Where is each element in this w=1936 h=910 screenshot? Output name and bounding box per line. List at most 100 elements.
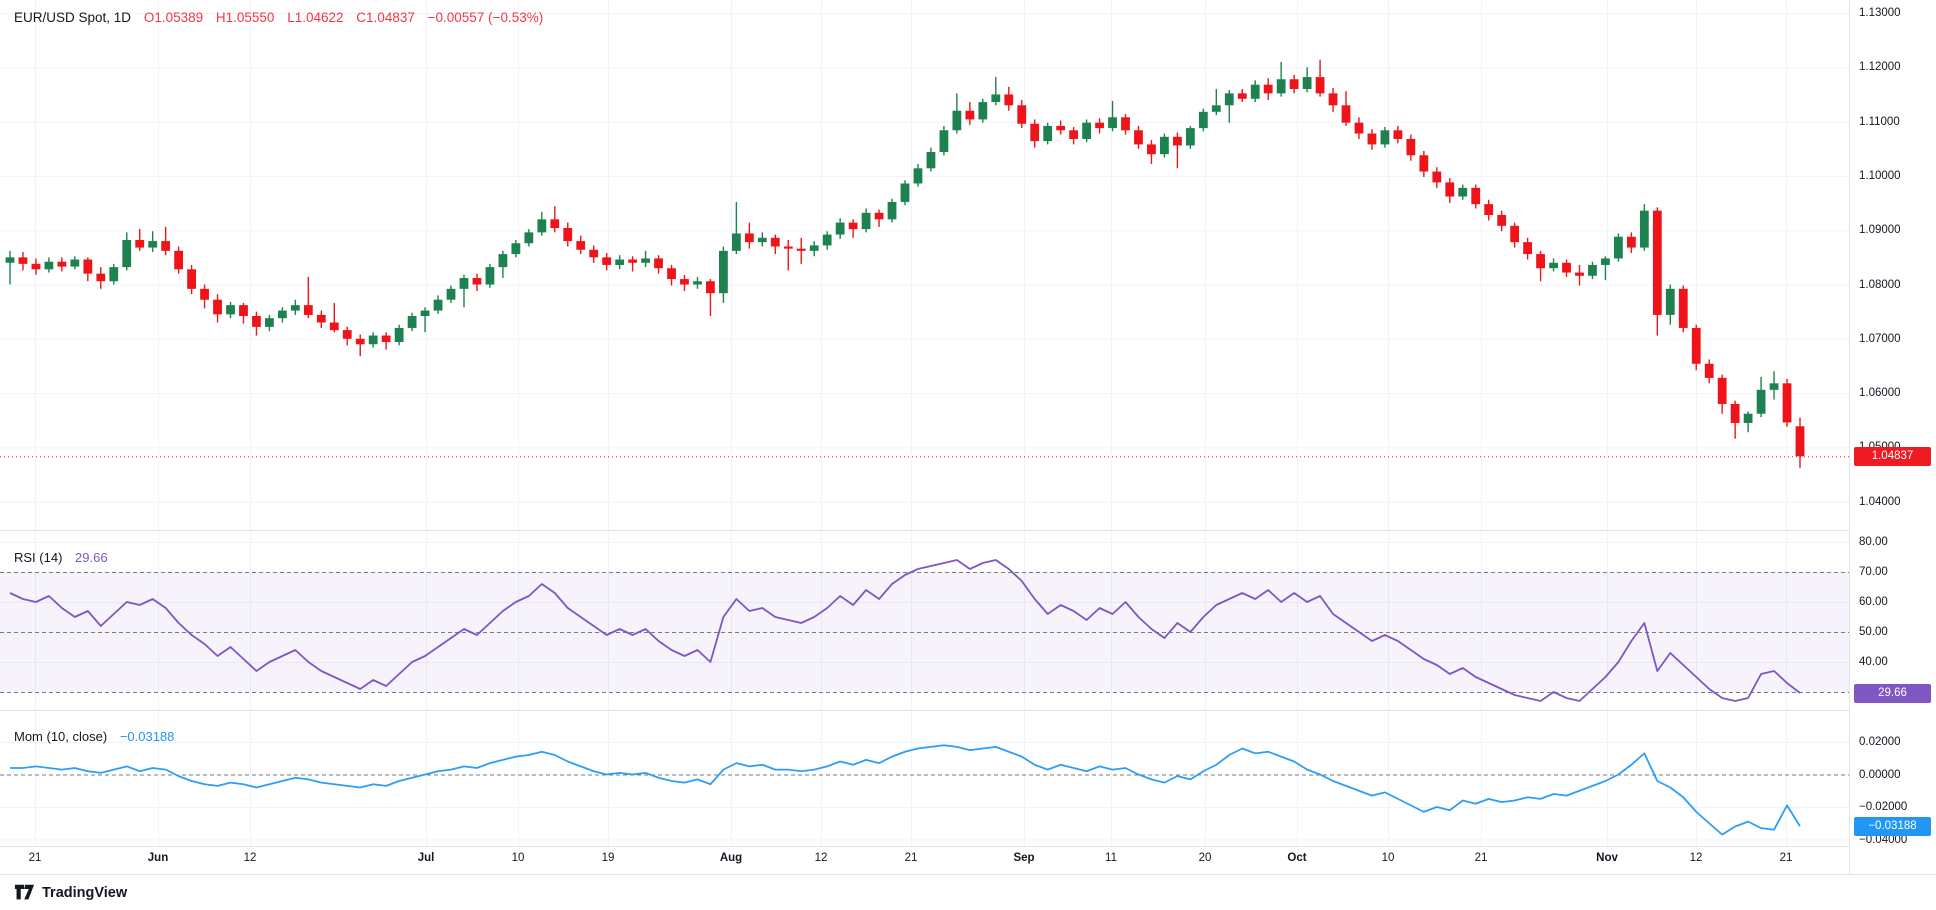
candle-body bbox=[1030, 123, 1040, 142]
candle-body bbox=[1367, 133, 1377, 145]
candle-body bbox=[31, 263, 41, 270]
gridlines bbox=[0, 0, 1849, 846]
time-axis-label: 20 bbox=[1198, 852, 1212, 864]
candle-body bbox=[368, 335, 378, 345]
candle-body bbox=[1224, 93, 1234, 106]
candle-body bbox=[1108, 117, 1117, 129]
candle-body bbox=[381, 335, 391, 343]
chart-canvas[interactable] bbox=[0, 0, 1849, 874]
candle-body bbox=[407, 315, 417, 328]
ohlc-high: H1.05550 bbox=[215, 10, 275, 25]
candle-body bbox=[1419, 155, 1429, 172]
time-axis-label: 19 bbox=[601, 852, 615, 864]
candle-body bbox=[1549, 262, 1558, 269]
candle-body bbox=[965, 110, 975, 120]
candle-body bbox=[1743, 413, 1753, 423]
candle-body bbox=[1639, 210, 1649, 248]
last-price-badge: 1.04837 bbox=[1854, 446, 1931, 466]
candle-body bbox=[913, 168, 923, 184]
rsi-band bbox=[0, 572, 1849, 776]
time-axis-label: Oct bbox=[1287, 852, 1307, 864]
candle-body bbox=[537, 219, 547, 233]
candle-body bbox=[1289, 79, 1299, 90]
candle-body bbox=[1250, 84, 1260, 99]
candle-body bbox=[809, 245, 819, 251]
candle-body bbox=[5, 257, 15, 263]
candle-body bbox=[1185, 128, 1195, 146]
time-axis-label: 21 bbox=[904, 852, 918, 864]
candle-body bbox=[602, 257, 612, 265]
rsi-value: 29.66 bbox=[75, 550, 108, 565]
candle-body bbox=[459, 277, 469, 289]
candle-body bbox=[719, 250, 728, 294]
candle-body bbox=[1095, 122, 1104, 129]
candle-body bbox=[822, 234, 832, 246]
price-axis-label: 1.08000 bbox=[1859, 278, 1901, 291]
price-axis[interactable]: 1.04837 29.66 −0.03188 1.13000 1.12000 1.1… bbox=[1849, 0, 1936, 874]
candle-body bbox=[796, 248, 806, 251]
time-axis-label: 10 bbox=[1381, 852, 1395, 864]
candle-body bbox=[187, 269, 196, 289]
chart-panes: EUR/USD Spot, 1D O1.05389 H1.05550 L1.04… bbox=[0, 0, 1849, 874]
candle-body bbox=[1198, 111, 1208, 129]
candle-body bbox=[1406, 138, 1416, 156]
candle-body bbox=[1147, 144, 1156, 155]
candle-body bbox=[615, 259, 625, 265]
time-axis-label: 21 bbox=[1779, 852, 1793, 864]
candle-body bbox=[1134, 130, 1143, 145]
candle-body bbox=[329, 322, 339, 331]
candle-body bbox=[1211, 105, 1221, 112]
candle-body bbox=[628, 259, 638, 263]
candles-layer bbox=[5, 59, 1805, 468]
momentum-label[interactable]: Mom (10, close) bbox=[14, 729, 108, 744]
candle-body bbox=[550, 219, 560, 229]
candle-body bbox=[148, 241, 158, 248]
candle-body bbox=[239, 305, 248, 316]
candle-body bbox=[887, 201, 897, 220]
candle-body bbox=[563, 228, 573, 242]
candle-body bbox=[1172, 136, 1182, 146]
candle-body bbox=[654, 258, 663, 269]
momentum-axis-label: 0.00000 bbox=[1859, 768, 1901, 781]
candle-body bbox=[1043, 125, 1053, 142]
price-axis-label: 1.04000 bbox=[1859, 495, 1901, 508]
candle-body bbox=[770, 237, 780, 247]
time-axis-label: Nov bbox=[1596, 852, 1618, 864]
candle-body bbox=[1523, 242, 1533, 255]
candle-body bbox=[1575, 272, 1584, 276]
time-axis-label: 10 bbox=[511, 852, 525, 864]
candle-body bbox=[1614, 236, 1623, 259]
candle-body bbox=[952, 110, 962, 131]
candle-body bbox=[1160, 136, 1169, 155]
candle-body bbox=[277, 310, 287, 319]
candle-body bbox=[731, 233, 741, 251]
candle-body bbox=[1121, 117, 1130, 131]
time-axis-label: Sep bbox=[1013, 852, 1035, 864]
time-axis-label: Jul bbox=[417, 852, 435, 864]
attribution-bar: TradingView bbox=[0, 874, 1936, 910]
candle-body bbox=[226, 305, 235, 315]
momentum-axis-label: −0.02000 bbox=[1859, 801, 1908, 813]
candle-body bbox=[1601, 258, 1610, 265]
momentum-value-badge: −0.03188 bbox=[1854, 816, 1931, 836]
candle-body bbox=[667, 268, 676, 280]
price-axis-label: 1.12000 bbox=[1859, 61, 1901, 74]
candle-body bbox=[1782, 383, 1792, 423]
candle-body bbox=[485, 267, 495, 285]
ohlc-low: L1.04622 bbox=[287, 10, 344, 25]
candle-body bbox=[109, 267, 119, 282]
time-axis[interactable]: 21 Jun 12 Jul 10 19 Aug 12 21 Sep 11 20 Oct 10 21 Nov 12… bbox=[0, 846, 1849, 874]
candle-body bbox=[472, 277, 482, 285]
tradingview-link[interactable]: TradingView bbox=[14, 883, 127, 902]
candle-body bbox=[1756, 389, 1766, 414]
symbol-title[interactable]: EUR/USD Spot, 1D bbox=[14, 10, 132, 25]
candle-body bbox=[1056, 125, 1066, 131]
candle-body bbox=[1380, 130, 1390, 145]
candle-body bbox=[394, 327, 404, 343]
momentum-line bbox=[10, 744, 1801, 836]
candle-body bbox=[1795, 426, 1805, 457]
price-axis-label: 1.07000 bbox=[1859, 332, 1901, 345]
candle-body bbox=[265, 318, 274, 327]
rsi-label[interactable]: RSI (14) bbox=[14, 550, 63, 565]
candle-body bbox=[1432, 171, 1442, 183]
